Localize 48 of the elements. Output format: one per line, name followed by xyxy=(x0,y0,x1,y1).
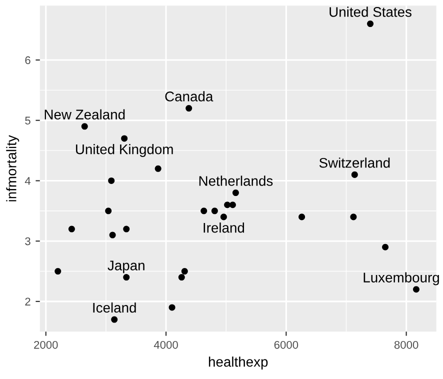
point xyxy=(186,105,192,112)
annotation: New Zealand xyxy=(44,109,125,120)
point xyxy=(224,202,231,208)
point xyxy=(123,226,130,232)
y-tick-label: 6 xyxy=(25,56,30,64)
point xyxy=(68,226,75,232)
x-tick-label: 8000 xyxy=(394,340,418,349)
annotation: Japan xyxy=(108,260,144,274)
x-tick-label: 2000 xyxy=(34,340,58,349)
point xyxy=(232,190,239,196)
point xyxy=(108,177,115,184)
annotation: Iceland xyxy=(93,302,136,313)
point xyxy=(111,316,118,323)
x-tick-label: 4000 xyxy=(154,340,178,349)
point xyxy=(181,268,188,275)
annotation: United Kingdom xyxy=(76,144,173,157)
point xyxy=(154,165,162,172)
point xyxy=(54,268,62,275)
point xyxy=(412,286,420,293)
x-axis-title: healthexp xyxy=(208,356,268,370)
y-axis-title: infmortality xyxy=(6,135,20,202)
point xyxy=(200,208,208,214)
point xyxy=(121,135,128,142)
y-tick-label: 2 xyxy=(25,298,30,306)
point xyxy=(168,304,176,311)
annotation: Switzerland xyxy=(319,158,390,168)
point xyxy=(350,214,357,220)
point xyxy=(298,214,306,220)
x-tick-label: 6000 xyxy=(274,340,298,349)
point xyxy=(367,20,374,28)
point xyxy=(105,208,112,214)
point xyxy=(211,208,218,214)
point xyxy=(220,214,227,220)
y-tick-label: 3 xyxy=(25,237,30,246)
point xyxy=(81,123,88,130)
annotation: Netherlands xyxy=(199,176,273,186)
point xyxy=(178,274,185,281)
y-tick-label: 5 xyxy=(25,116,30,125)
point xyxy=(351,171,358,178)
annotation: Ireland xyxy=(204,222,244,233)
annotation: Luxembourg xyxy=(364,272,439,286)
y-tick-label: 4 xyxy=(24,177,31,185)
point xyxy=(123,274,130,281)
point xyxy=(229,202,236,208)
point xyxy=(109,232,116,238)
point xyxy=(382,244,389,250)
annotation: United States xyxy=(330,6,412,17)
annotation: Canada xyxy=(165,91,214,102)
